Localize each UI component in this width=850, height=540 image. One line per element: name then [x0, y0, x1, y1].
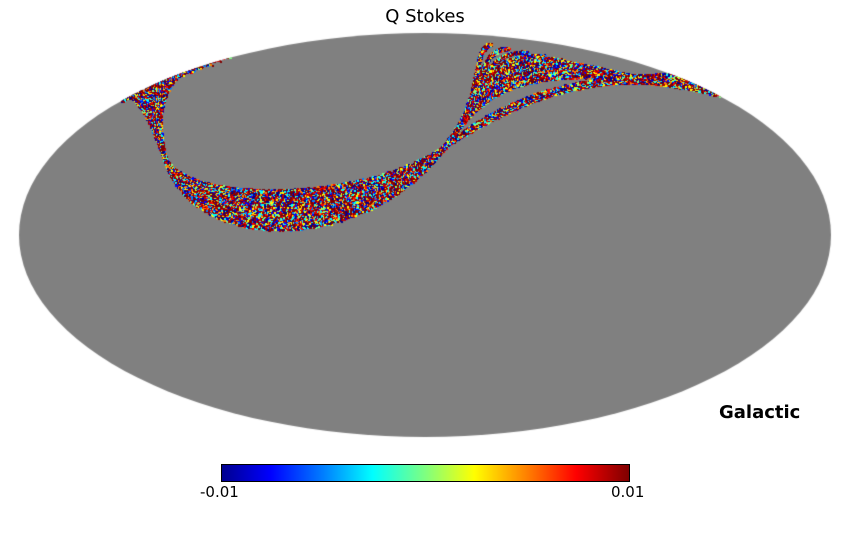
colorbar-max-label: 0.01	[611, 483, 645, 501]
colorbar	[221, 464, 630, 482]
chart-title: Q Stokes	[385, 6, 465, 27]
mollweide-map	[0, 0, 850, 450]
colorbar-min-label: -0.01	[200, 483, 239, 501]
coordinate-system-label: Galactic	[719, 402, 801, 423]
